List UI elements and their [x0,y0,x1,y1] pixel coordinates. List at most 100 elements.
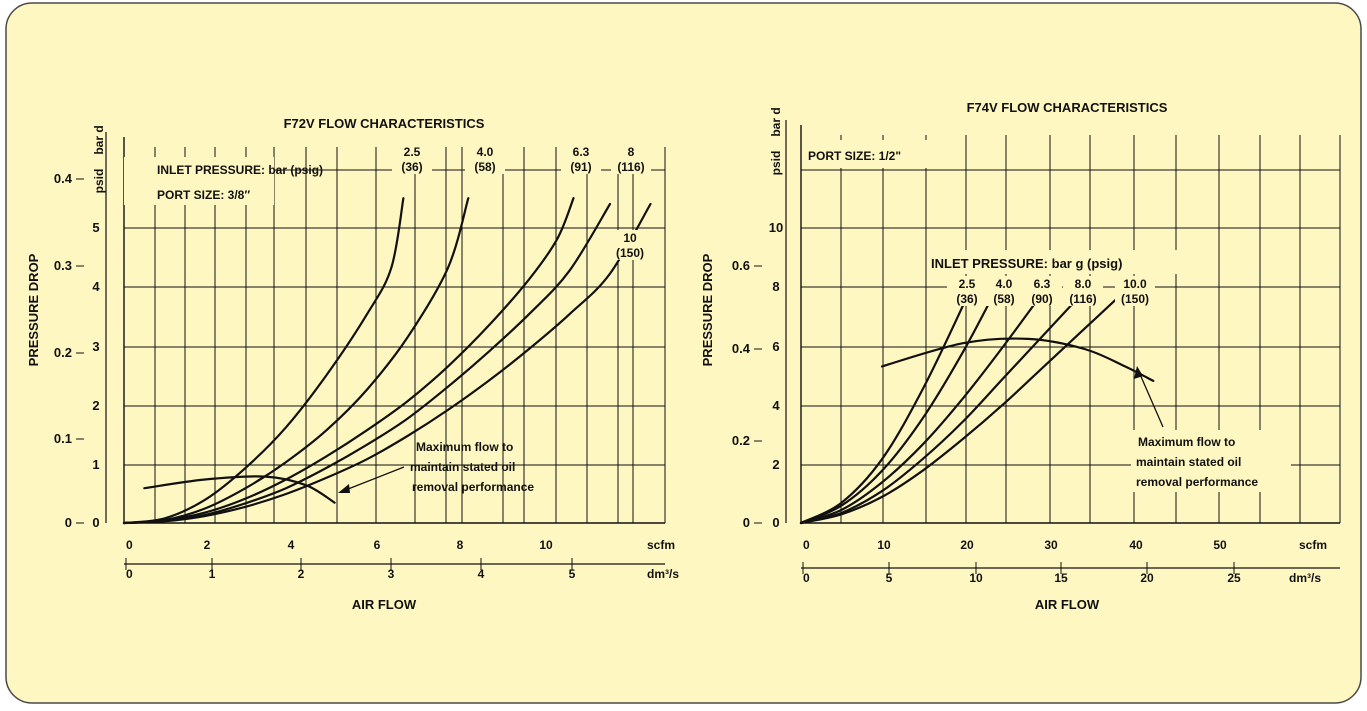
inlet-pressure-curve [122,197,470,525]
inlet-pressure-curve [122,202,652,525]
dm3s-tick-label: 0 [803,571,810,585]
series-label-bg [1063,276,1103,306]
y-unit-bar-label: bar d [769,107,783,136]
psid-tick-label: 0 [92,515,99,530]
series-label-pressure: 6.3 [573,145,590,159]
psid-tick-label: 6 [772,339,779,354]
y-unit-bar-label: bar d [92,125,106,154]
inlet-pressure-curve [122,197,575,525]
dm3s-tick-label: 1 [209,567,216,581]
dm3s-tick-label: 10 [969,571,983,585]
x-ticks: 0 2 4 6 8 10 0 1 2 3 4 5 [124,538,665,581]
bar-tick-label: 0.2 [54,345,72,360]
series-label-bg [610,230,650,260]
x-unit-dm3s-label: dm³/s [1289,571,1321,585]
x-unit-scfm-label: scfm [1299,538,1327,552]
bar-tick-label: 0.4 [732,341,751,356]
bar-tick-label: 0.1 [54,431,72,446]
y-unit-psid-label: psid [92,169,106,194]
dm3s-tick-label: 25 [1227,571,1241,585]
scfm-tick-label: 40 [1129,538,1143,552]
inlet-pressure-curve [799,289,1086,525]
series-label-bg [465,144,505,174]
series-label-psig: (36) [956,292,977,306]
series-label-pressure: 6.3 [1034,277,1051,291]
series-label-psig: (116) [617,160,644,174]
annotation-line-1: Maximum flow to [416,440,513,454]
scfm-tick-label: 50 [1213,538,1227,552]
x-ticks: 0 10 20 30 40 50 0 5 10 15 20 25 [801,538,1340,585]
scfm-tick-label: 10 [877,538,891,552]
series-label-bg [392,144,432,174]
annotation-line-3: removal performance [412,480,534,494]
scfm-tick-label: 8 [457,538,464,552]
series-label-pressure: 4.0 [477,145,494,159]
psid-tick-label: 2 [772,457,779,472]
psid-tick-label: 8 [772,279,779,294]
psid-tick-label: 4 [772,398,780,413]
series-label-pressure: 2.5 [404,145,421,159]
chart-f72v: F72V FLOW CHARACTERISTICS bar d psid PRE… [26,116,679,612]
series-label-pressure: 8.0 [1075,277,1092,291]
annotation-arrowhead [338,484,350,493]
annotation-arrow [1138,371,1164,428]
scfm-tick-label: 20 [960,538,974,552]
series-label-bg [947,276,987,306]
series-label-psig: (150) [1121,292,1149,306]
inlet-pressure-note: INLET PRESSURE: bar (psig) [157,163,323,177]
series-label-psig: (58) [474,160,495,174]
series-label-bg [984,276,1024,306]
legend-bg [124,157,274,205]
scfm-tick-label: 0 [126,538,133,552]
series-label-psig: (58) [993,292,1014,306]
dm3s-tick-label: 4 [478,567,485,581]
dm3s-tick-label: 15 [1054,571,1068,585]
bar-tick-label: 0.2 [732,433,750,448]
annotation-arrowhead [1134,366,1143,379]
panel-background [5,2,1362,704]
scfm-tick-label: 4 [288,538,295,552]
x-unit-dm3s-label: dm³/s [647,567,679,581]
y-ticks: 0 1 2 3 4 5 0 0.1 0.2 0.3 0.4 [54,171,100,530]
series-label-psig: (90) [1031,292,1052,306]
x-unit-scfm-label: scfm [647,538,675,552]
inlet-pressure-curve [799,289,1046,525]
y-axis-label: PRESSURE DROP [26,253,41,366]
dm3s-tick-label: 2 [298,567,305,581]
bar-tick-label: 0.6 [732,258,750,273]
series-label-pressure: 2.5 [959,277,976,291]
bar-tick-label: 0 [743,515,750,530]
y-ticks: 0 2 4 6 8 10 0 0.2 0.4 0.6 [732,220,783,530]
series-label-bg [1022,276,1062,306]
scfm-tick-label: 10 [539,538,553,552]
psid-tick-label: 2 [92,398,99,413]
curves: 2.5(36) 4.0(58) 6.3(91) 8(116) 10(150) [122,144,652,525]
port-size-note: PORT SIZE: 3/8″ [157,188,250,202]
y-axis-label: PRESSURE DROP [700,253,715,366]
series-label-pressure: 4.0 [996,277,1013,291]
series-label-psig: (36) [401,160,422,174]
annotation-line-2: maintain stated oil [1136,455,1241,469]
scfm-tick-label: 6 [374,538,381,552]
bar-tick-label: 0.3 [54,258,72,273]
scfm-tick-label: 2 [204,538,211,552]
legend-bg [928,250,1180,274]
bar-tick-label: 0 [65,515,72,530]
psid-tick-label: 5 [92,220,99,235]
psid-tick-label: 1 [92,457,99,472]
chart-title: F74V FLOW CHARACTERISTICS [967,100,1168,115]
series-label-pressure: 10 [623,231,637,245]
series-label-pressure: 10.0 [1123,277,1147,291]
series-label-psig: (116) [1069,292,1096,306]
series-label-psig: (91) [570,160,591,174]
psid-tick-label: 0 [772,515,779,530]
inlet-pressure-curve [799,289,1127,525]
dm3s-tick-label: 3 [388,567,395,581]
max-flow-curve [143,475,336,504]
annotation-line-1: Maximum flow to [1138,435,1235,449]
max-flow-curve [880,337,1155,382]
inlet-pressure-note: INLET PRESSURE: bar g (psig) [931,256,1122,271]
series-label-bg [1115,276,1155,306]
